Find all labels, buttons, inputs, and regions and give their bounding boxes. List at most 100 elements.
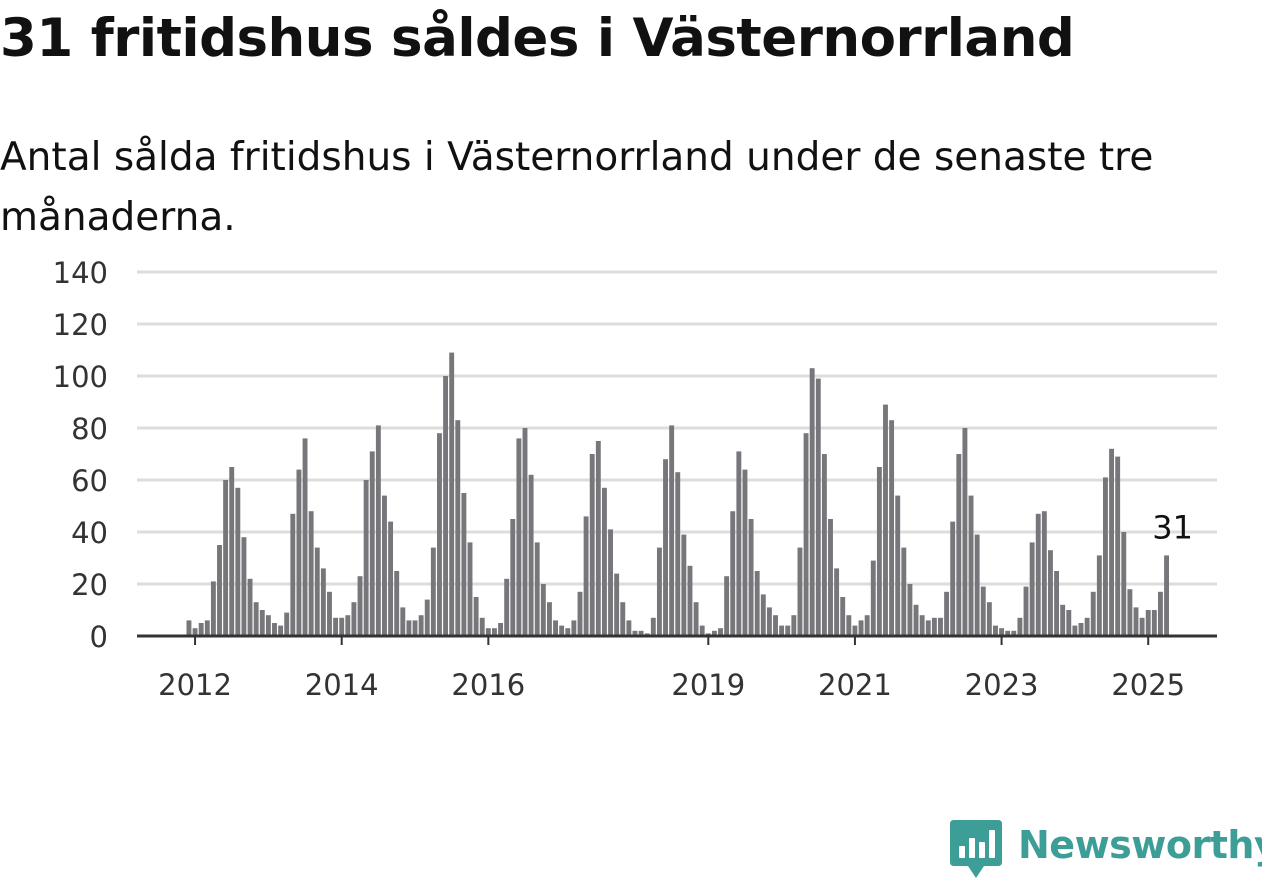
bar	[1157, 591, 1163, 636]
bar	[516, 438, 522, 636]
bar	[797, 547, 803, 636]
bar	[864, 615, 870, 636]
bar	[388, 521, 394, 636]
y-tick-label: 20	[71, 568, 108, 602]
bar	[999, 628, 1005, 636]
bar	[357, 576, 363, 636]
bar	[204, 620, 210, 636]
bar	[1035, 513, 1041, 636]
bar	[559, 625, 565, 636]
bars	[186, 352, 1169, 636]
bar	[314, 547, 320, 636]
bar	[534, 542, 540, 636]
bar	[479, 617, 485, 636]
bar	[1023, 586, 1029, 636]
bar	[546, 602, 552, 636]
bar	[192, 628, 198, 636]
x-tick-label: 2023	[965, 668, 1039, 702]
bar	[272, 623, 277, 636]
y-axis-ticks: 0 20 40 60 80 100 120 140	[53, 256, 108, 654]
bar	[1017, 617, 1023, 636]
bar	[968, 495, 974, 636]
bar	[504, 578, 510, 636]
x-tick-label: 2016	[451, 668, 525, 702]
bar	[1066, 610, 1072, 636]
bar	[858, 620, 864, 636]
bar	[284, 612, 290, 636]
newsworthy-logo: Newsworthy	[950, 818, 1262, 878]
bar	[241, 537, 247, 636]
bar	[1133, 607, 1139, 636]
bar	[1103, 477, 1108, 636]
bar	[791, 615, 797, 636]
bar	[834, 568, 840, 636]
bar	[1072, 625, 1078, 636]
y-tick-label: 140	[53, 256, 108, 290]
bar	[369, 451, 375, 636]
bar	[571, 620, 577, 636]
bar	[412, 620, 418, 636]
bar	[1090, 591, 1096, 636]
chart-subtitle: Antal sålda fritidshus i Västernorrland …	[0, 135, 1154, 240]
y-tick-label: 100	[53, 360, 108, 394]
bar	[235, 487, 241, 636]
x-tick-label: 2025	[1111, 668, 1185, 702]
bar	[730, 511, 736, 636]
bar	[681, 534, 687, 636]
bar	[1145, 610, 1151, 636]
bar	[620, 602, 626, 636]
x-tick-label: 2019	[671, 668, 745, 702]
bar	[846, 615, 852, 636]
bar	[577, 591, 583, 636]
bar	[766, 607, 772, 636]
bar	[925, 620, 931, 636]
bar	[522, 428, 528, 636]
bar	[540, 584, 546, 636]
bar	[553, 620, 558, 636]
bar	[1011, 630, 1017, 636]
bar	[589, 454, 595, 636]
bar	[278, 625, 284, 636]
bar	[950, 521, 956, 636]
bar	[815, 378, 821, 636]
bar	[650, 617, 656, 636]
bar	[626, 620, 632, 636]
bar	[803, 433, 809, 636]
bar	[1005, 630, 1011, 636]
bar	[339, 617, 345, 636]
bar	[1127, 589, 1133, 636]
bar	[754, 571, 760, 636]
bar	[993, 625, 998, 636]
bar	[852, 625, 858, 636]
bar	[895, 495, 901, 636]
bar	[742, 469, 748, 636]
bar	[1096, 555, 1102, 636]
y-tick-label: 80	[71, 412, 108, 446]
bar	[198, 623, 204, 636]
bar	[779, 625, 785, 636]
bar	[901, 547, 907, 636]
bar	[1151, 610, 1157, 636]
bar	[492, 628, 497, 636]
bar	[944, 591, 950, 636]
bar	[302, 438, 308, 636]
bar	[259, 610, 265, 636]
bar	[418, 615, 424, 636]
bar	[699, 625, 705, 636]
bar	[229, 467, 235, 636]
bar	[443, 376, 449, 636]
bar	[724, 576, 730, 636]
bar	[608, 529, 613, 636]
bar	[669, 425, 675, 636]
bar	[485, 628, 491, 636]
bar	[883, 404, 888, 636]
bar	[455, 420, 461, 636]
bar	[1054, 571, 1060, 636]
brand-name: Newsworthy	[1018, 823, 1262, 867]
bar	[675, 472, 681, 636]
x-tick-label: 2021	[818, 668, 892, 702]
y-tick-label: 40	[71, 516, 108, 550]
bar	[938, 617, 943, 636]
x-tick-label: 2014	[305, 668, 379, 702]
bar	[821, 454, 827, 636]
